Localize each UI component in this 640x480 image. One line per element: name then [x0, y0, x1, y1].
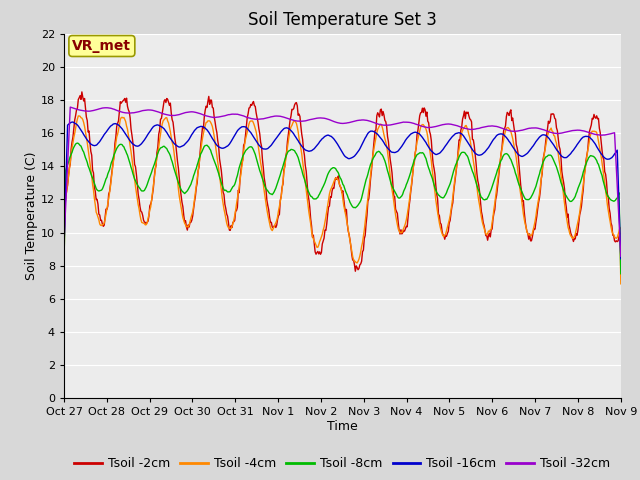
X-axis label: Time: Time	[327, 420, 358, 433]
Title: Soil Temperature Set 3: Soil Temperature Set 3	[248, 11, 437, 29]
Text: VR_met: VR_met	[72, 39, 131, 53]
Y-axis label: Soil Temperature (C): Soil Temperature (C)	[25, 152, 38, 280]
Legend: Tsoil -2cm, Tsoil -4cm, Tsoil -8cm, Tsoil -16cm, Tsoil -32cm: Tsoil -2cm, Tsoil -4cm, Tsoil -8cm, Tsoi…	[70, 452, 615, 475]
